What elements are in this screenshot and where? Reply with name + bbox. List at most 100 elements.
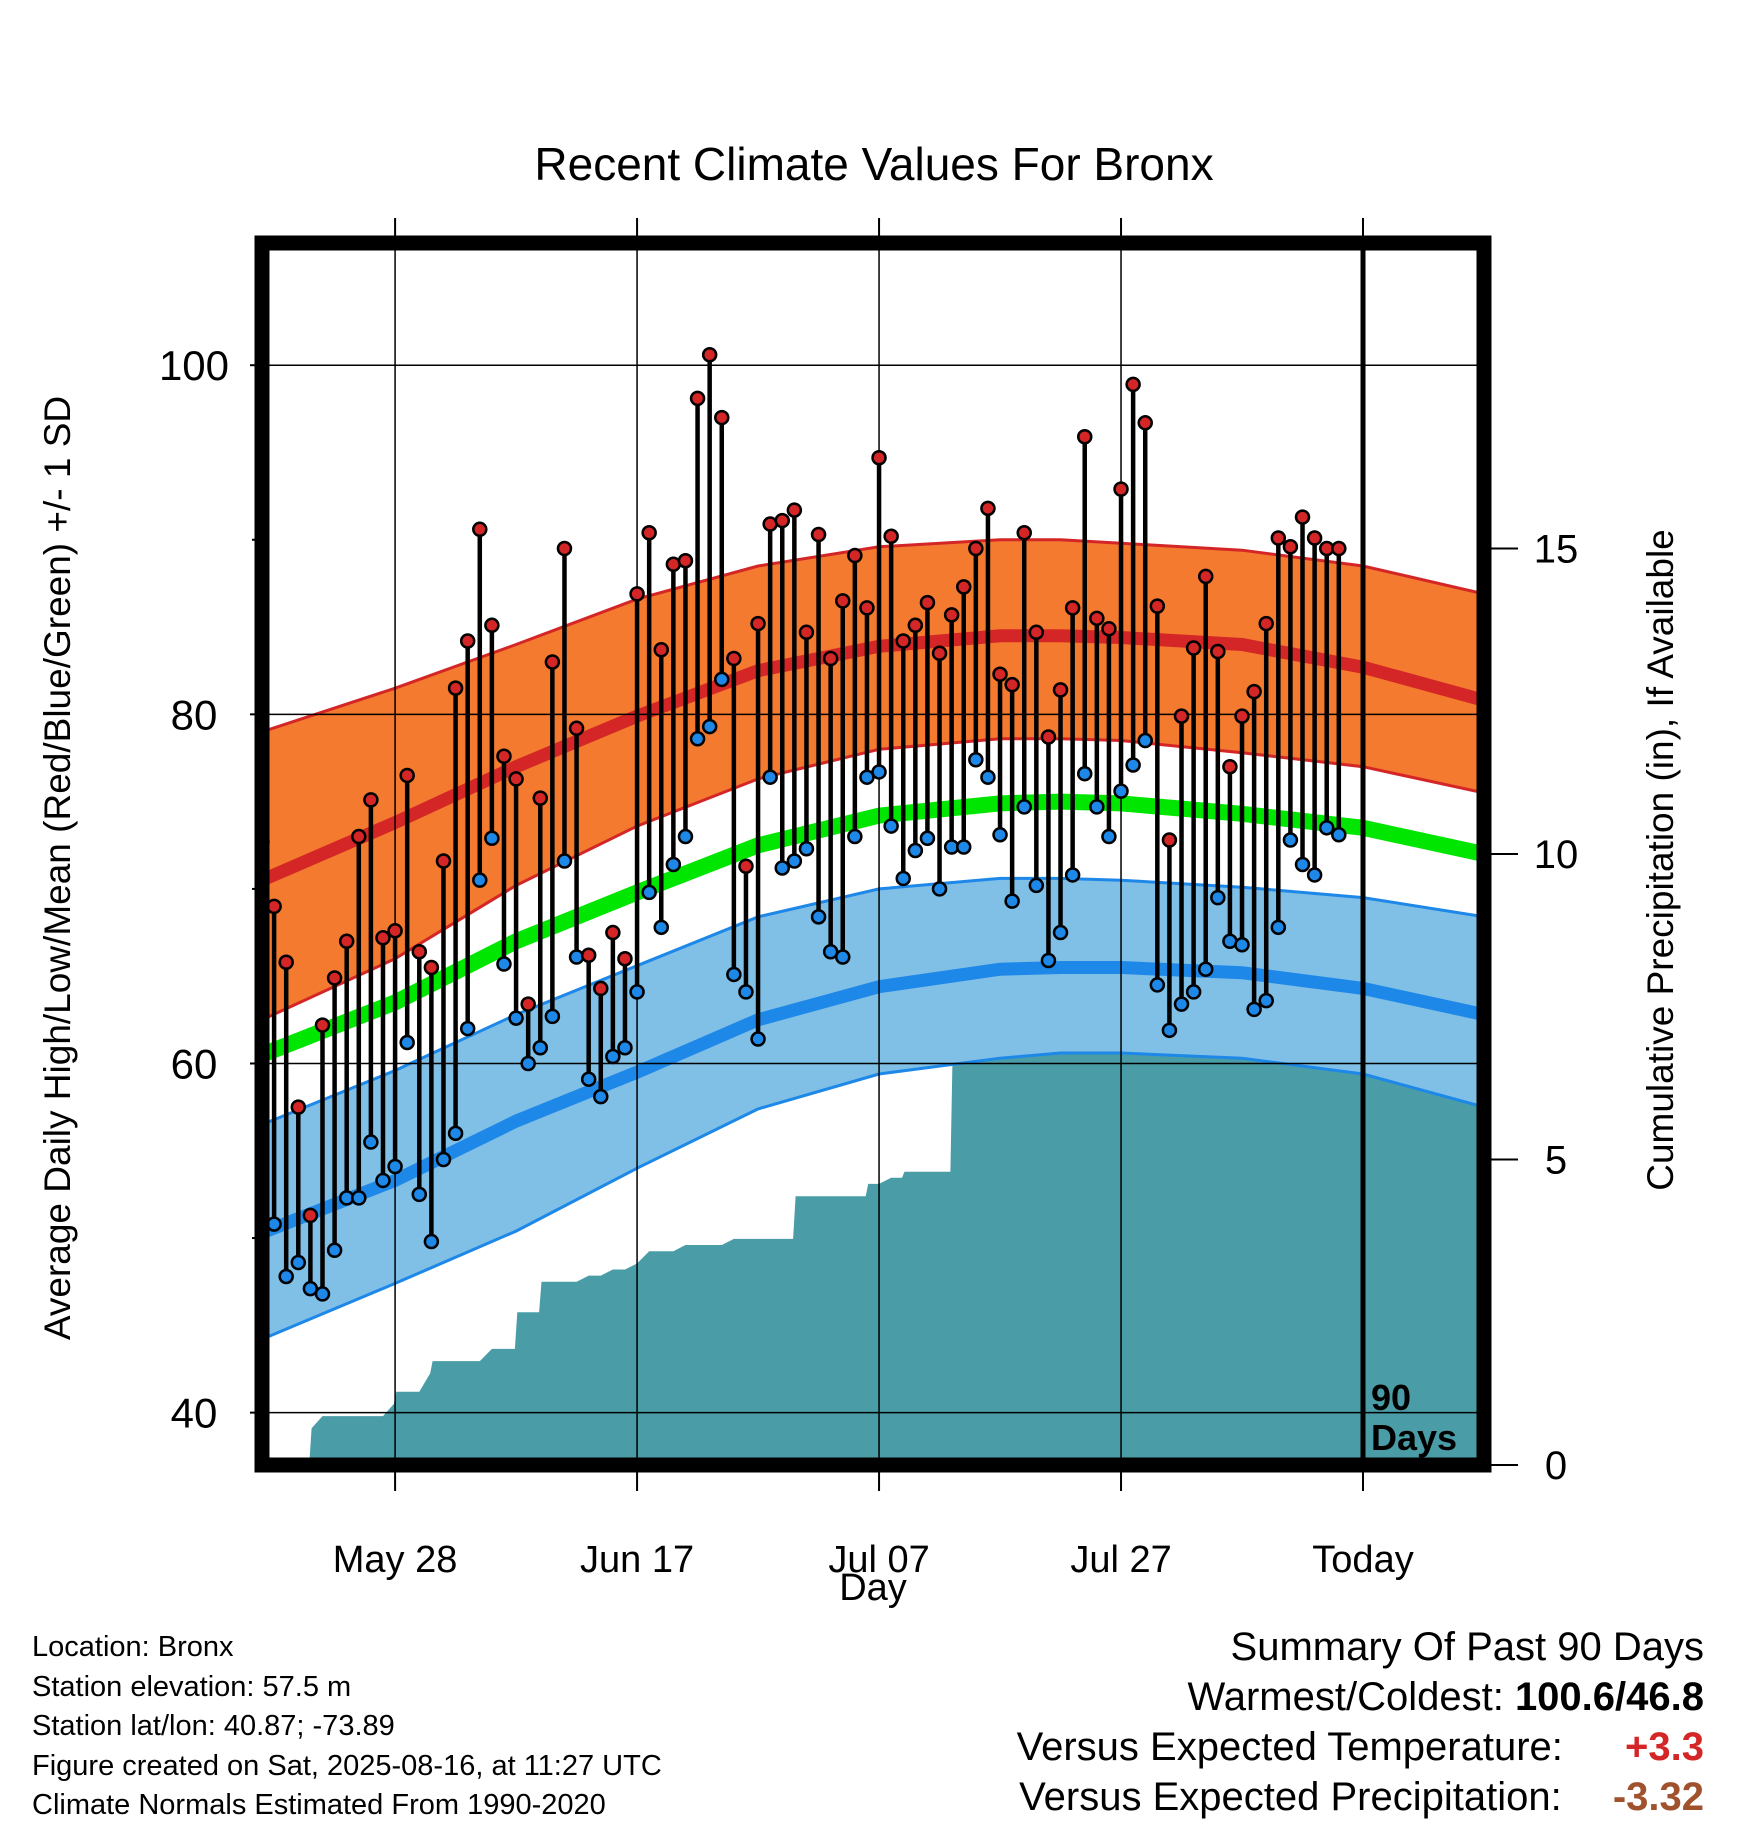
daily-low-point	[762, 769, 778, 785]
daily-high-point	[1076, 429, 1093, 445]
daily-high-point	[351, 828, 367, 845]
daily-high-point	[459, 633, 476, 649]
x-tick-label: Jun 17	[580, 1539, 694, 1581]
daily-high-point	[1040, 729, 1057, 745]
daily-high-point	[1294, 509, 1311, 525]
daily-high-point	[835, 593, 851, 609]
daily-low-point	[1016, 799, 1032, 815]
daily-high-point	[786, 502, 803, 518]
summary-panel: Summary Of Past 90 Days Warmest/Coldest:…	[804, 1622, 1704, 1822]
daily-high-point	[1197, 568, 1214, 585]
normal-low-line	[262, 961, 1484, 1239]
temp-row: Versus Expected Temperature: +3.3	[804, 1722, 1704, 1772]
daily-low-point	[1004, 893, 1020, 909]
daily-low-point	[1234, 937, 1250, 953]
daily-high-point	[689, 390, 706, 407]
daily-low-point	[677, 828, 694, 845]
temp-label: Versus Expected Temperature:	[1016, 1725, 1563, 1769]
precip-value: -3.32	[1612, 1775, 1704, 1819]
daily-low-point	[750, 1031, 766, 1047]
daily-low-point	[1210, 889, 1226, 906]
daily-low-point	[1258, 992, 1274, 1009]
daily-low-point	[1344, 0, 1357, 7]
warmest-row: Warmest/Coldest: 100.6/46.8	[804, 1672, 1704, 1722]
daily-low-point	[459, 1020, 476, 1037]
daily-low-point	[1137, 732, 1153, 749]
daily-high-point	[907, 617, 924, 634]
daily-high-point	[266, 898, 282, 915]
daily-high-point	[919, 594, 936, 611]
daily-high-point	[302, 1207, 319, 1224]
daily-high-point	[677, 552, 694, 569]
today-days-label: Days	[1371, 1417, 1457, 1458]
daily-high-point	[544, 654, 561, 670]
daily-high-point	[629, 586, 645, 602]
warmest-label: Warmest/Coldest:	[1187, 1675, 1504, 1719]
elevation-text: Station elevation: 57.5 m	[32, 1670, 352, 1703]
daily-high-point	[1089, 610, 1105, 627]
daily-high-point	[1222, 758, 1238, 775]
daily-low-point	[1173, 996, 1190, 1012]
daily-low-point	[435, 1151, 452, 1168]
y-tick-label: 60	[171, 1040, 218, 1087]
daily-low-point	[738, 984, 754, 1000]
daily-low-point	[351, 1190, 367, 1206]
x-axis-label: Day	[839, 1567, 907, 1609]
daily-high-point	[496, 748, 512, 764]
daily-high-point	[435, 853, 452, 869]
daily-high-point	[847, 547, 863, 564]
y2-tick-label: 5	[1545, 1139, 1567, 1183]
daily-low-point	[605, 1048, 621, 1065]
daily-high-point	[1210, 643, 1226, 660]
summary-title: Summary Of Past 90 Days	[1230, 1625, 1704, 1669]
daily-high-point	[375, 930, 391, 946]
daily-high-point	[943, 607, 960, 623]
daily-low-point	[919, 830, 936, 847]
daily-high-point	[1113, 481, 1129, 497]
daily-high-point	[1331, 540, 1347, 557]
daily-low-point	[847, 828, 863, 845]
y2-axis-label: Cumulative Precipitation (in), If Availa…	[1640, 529, 1681, 1191]
daily-low-point	[472, 872, 488, 888]
daily-high-point	[1185, 640, 1202, 656]
daily-low-point	[871, 764, 887, 780]
daily-high-point	[1028, 624, 1045, 641]
daily-low-point	[375, 1172, 391, 1189]
daily-high-point	[1004, 676, 1020, 693]
daily-low-point	[556, 853, 573, 869]
x-tick-label: Today	[1312, 1539, 1413, 1581]
normal-low-band	[262, 878, 1484, 1340]
precip-label: Versus Expected Precipitation:	[1019, 1775, 1562, 1819]
daily-low-point	[1113, 783, 1129, 799]
daily-high-point	[1052, 682, 1069, 698]
daily-low-point	[580, 1071, 597, 1087]
station-info: Location: Bronx Station elevation: 57.5 …	[32, 1628, 792, 1826]
today-days-number: 90	[1371, 1377, 1411, 1418]
daily-low-point	[798, 841, 815, 857]
daily-low-point	[1161, 1022, 1178, 1039]
daily-low-point	[1028, 877, 1045, 894]
daily-low-point	[665, 856, 682, 873]
daily-high-point	[1173, 708, 1190, 724]
daily-low-point	[931, 881, 948, 897]
daily-low-point	[895, 870, 911, 887]
normal-low-lower-line	[262, 1051, 1484, 1341]
daily-low-point	[629, 984, 645, 1000]
daily-low-point	[689, 731, 706, 747]
daily-high-point	[1258, 615, 1274, 632]
daily-high-point	[774, 512, 791, 529]
daily-high-point	[1282, 539, 1299, 555]
daily-low-point	[1294, 856, 1311, 873]
daily-low-point	[786, 853, 803, 869]
daily-low-point	[532, 1040, 549, 1056]
normal-high-band	[262, 539, 1484, 1020]
daily-high-point	[1016, 525, 1032, 541]
daily-low-point	[726, 966, 742, 983]
daily-low-point	[1149, 977, 1166, 993]
daily-low-point	[423, 1233, 440, 1250]
x-tick-label: May 28	[333, 1539, 458, 1581]
daily-low-point	[593, 1088, 609, 1105]
daily-high-point	[871, 449, 887, 466]
